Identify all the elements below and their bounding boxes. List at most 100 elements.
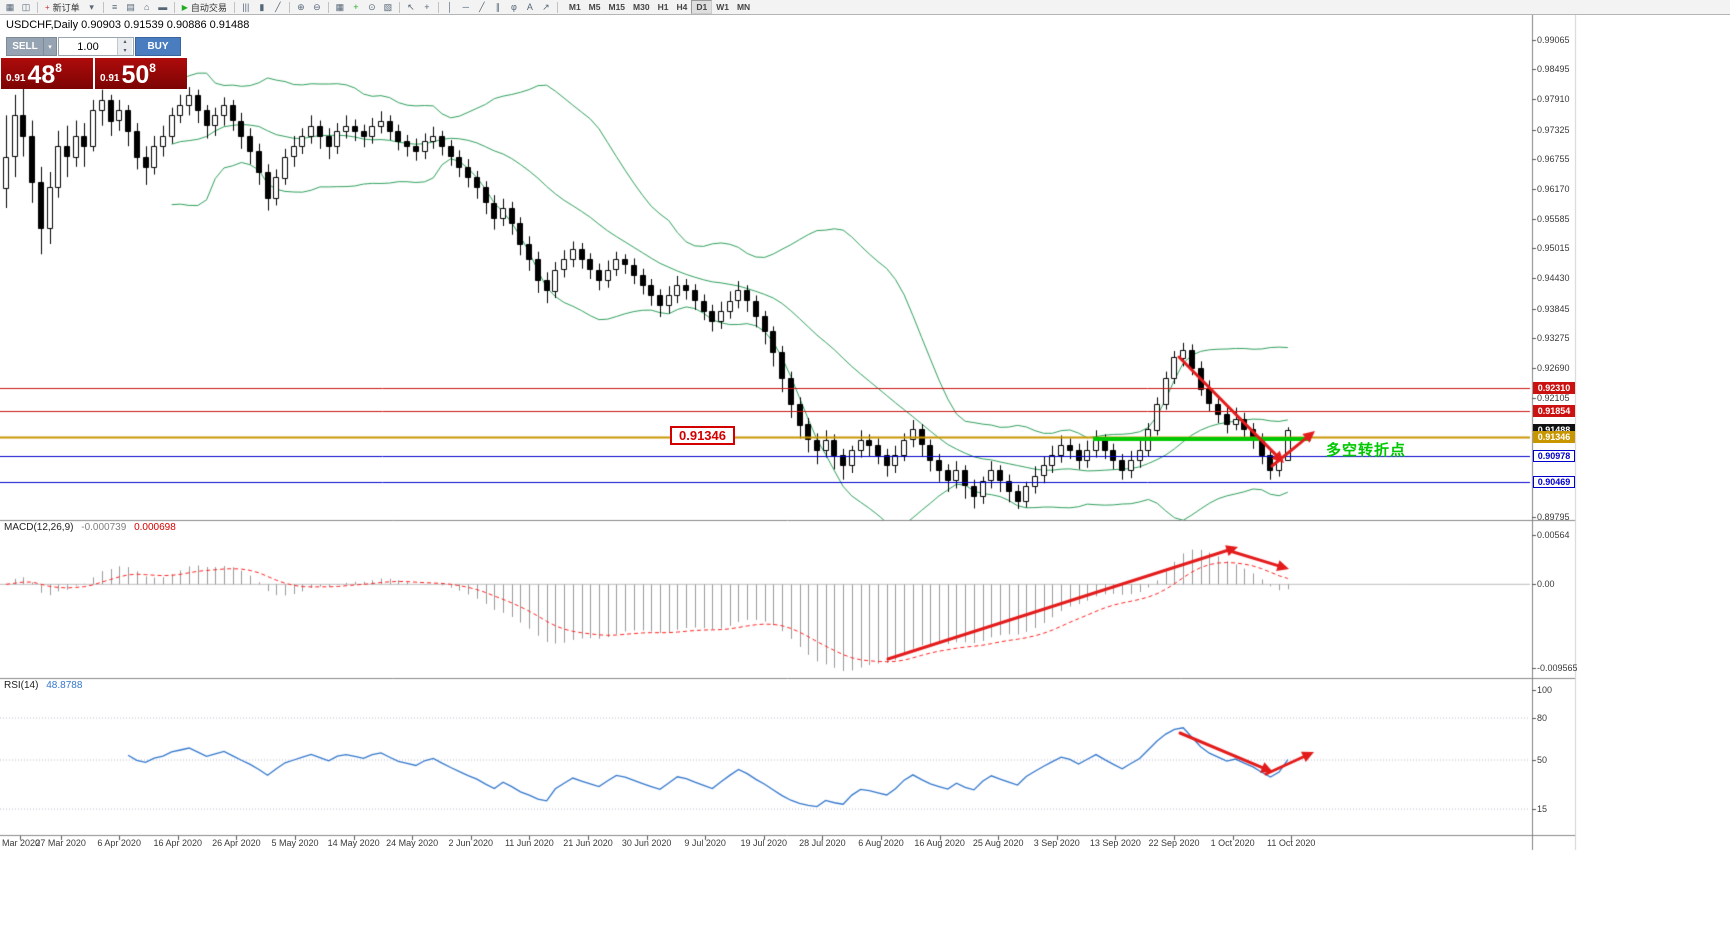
- data-window-icon[interactable]: ▤: [126, 1, 135, 12]
- horizontal-line-icon[interactable]: ─: [462, 2, 470, 12]
- new-chart-icon[interactable]: ▦: [5, 1, 15, 12]
- macd-main-value: -0.000739: [81, 522, 127, 533]
- trade-controls-row: SELL ▾ ▴ ▾ BUY: [6, 37, 189, 56]
- price-tick: 0.96755: [1537, 153, 1570, 164]
- new-order-dropdown-icon[interactable]: ▾: [89, 1, 94, 12]
- arrows-icon[interactable]: ↗: [542, 1, 550, 12]
- trendline-icon[interactable]: ╱: [479, 1, 485, 12]
- macd-scale-label: 0.00: [1537, 579, 1555, 590]
- toolbar-separator: [437, 1, 439, 13]
- toolbar-separator: [556, 1, 558, 13]
- date-label: Mar 2020: [2, 838, 41, 848]
- date-label: 2 Jun 2020: [448, 838, 494, 848]
- date-label: 11 Jun 2020: [504, 838, 554, 848]
- timeframe-h4[interactable]: H4: [676, 2, 688, 12]
- fibonacci-icon[interactable]: φ: [510, 2, 517, 12]
- toolbar-separator: [398, 1, 400, 13]
- price-marker: 0.90469: [1533, 476, 1575, 489]
- sell-button[interactable]: SELL: [6, 37, 44, 56]
- date-label: 11 Oct 2020: [1267, 838, 1316, 848]
- date-label: 6 Aug 2020: [858, 838, 904, 848]
- date-label: 13 Sep 2020: [1089, 838, 1141, 848]
- price-tick: 0.92105: [1537, 393, 1570, 404]
- sell-button-label: SELL: [12, 41, 38, 52]
- navigator-icon[interactable]: ⌂: [143, 2, 150, 12]
- price-tick: 0.98495: [1537, 64, 1570, 75]
- tile-windows-icon[interactable]: ▦: [335, 1, 345, 12]
- date-label: 6 Apr 2020: [97, 838, 141, 848]
- auto-trading-button[interactable]: ▶ 自动交易: [178, 1, 231, 14]
- toolbar-separator: [327, 1, 329, 13]
- price-tick: 0.89795: [1537, 511, 1570, 522]
- price-tick: 0.92690: [1537, 363, 1570, 374]
- bid-price-box: 0.91 48 8: [1, 58, 93, 89]
- date-label: 16 Aug 2020: [914, 838, 965, 848]
- timeframe-mn[interactable]: MN: [736, 2, 751, 12]
- price-marker: 0.90978: [1533, 450, 1575, 463]
- date-label: 14 May 2020: [327, 838, 380, 848]
- vertical-line-icon[interactable]: │: [447, 2, 453, 12]
- new-order-button-icon: +: [45, 2, 50, 12]
- price-tick: 0.99065: [1537, 35, 1570, 45]
- text-icon[interactable]: A: [526, 2, 533, 12]
- timeframe-h1[interactable]: H1: [657, 2, 669, 12]
- order-type-dropdown[interactable]: ▾: [44, 37, 57, 56]
- date-label: 26 Apr 2020: [212, 838, 261, 848]
- ask-price-box: 0.91 50 8: [95, 58, 187, 89]
- macd-scale-label: 0.00564: [1537, 530, 1570, 540]
- date-label: 5 May 2020: [271, 838, 319, 848]
- price-tick: 0.95585: [1537, 214, 1570, 225]
- zoom-out-icon[interactable]: ⊖: [313, 1, 321, 12]
- date-label: 25 Aug 2020: [972, 838, 1024, 848]
- date-label: 1 Oct 2020: [1210, 838, 1255, 848]
- timeframe-m5[interactable]: M5: [588, 2, 601, 12]
- bid-big-digits: 48: [27, 61, 56, 89]
- price-level-label: 0.91346: [670, 426, 735, 445]
- templates-icon[interactable]: ▧: [383, 1, 393, 12]
- volume-input[interactable]: [59, 38, 117, 55]
- terminal-icon[interactable]: ▬: [158, 2, 168, 12]
- volume-field: ▴ ▾: [58, 37, 134, 56]
- channel-icon[interactable]: ∥: [495, 1, 501, 12]
- new-order-button-label: 新订单: [52, 2, 80, 13]
- price-marker: 0.92310: [1533, 381, 1575, 394]
- timeframe-m15[interactable]: M15: [608, 2, 626, 12]
- periods-icon[interactable]: ⊙: [368, 1, 376, 12]
- bar-chart-icon[interactable]: |||: [242, 2, 250, 12]
- spin-up-icon[interactable]: ▴: [118, 38, 132, 47]
- zoom-in-icon[interactable]: ⊕: [297, 1, 305, 12]
- timeframe-m1[interactable]: M1: [568, 2, 581, 12]
- bid-ask-row: 0.91 48 8 0.91 50 8: [1, 58, 189, 89]
- date-label: 3 Sep 2020: [1033, 838, 1080, 848]
- timeframe-m30[interactable]: M30: [633, 2, 650, 12]
- one-click-trading-panel: SELL ▾ ▴ ▾ BUY 0.91 48 8: [1, 37, 189, 89]
- buy-button[interactable]: BUY: [135, 37, 181, 56]
- volume-stepper: ▴ ▾: [117, 38, 132, 55]
- crosshair-icon[interactable]: +: [424, 2, 430, 12]
- price-tick: 0.97910: [1537, 94, 1570, 105]
- price-tick: 0.97325: [1537, 124, 1570, 135]
- date-label: 21 Jun 2020: [563, 838, 613, 848]
- candlestick-chart-icon[interactable]: ▮: [259, 1, 265, 12]
- market-watch-icon[interactable]: ≡: [112, 2, 118, 12]
- ask-pipette: 8: [149, 61, 156, 75]
- new-order-button[interactable]: + 新订单: [41, 1, 84, 14]
- timeframe-w1[interactable]: W1: [716, 2, 729, 12]
- line-chart-icon[interactable]: ╱: [275, 1, 281, 12]
- timeframe-d1[interactable]: D1: [691, 0, 713, 14]
- profiles-icon[interactable]: ◫: [21, 1, 31, 12]
- toolbar-separator: [233, 1, 235, 13]
- indicators-icon[interactable]: +: [353, 2, 359, 12]
- spin-down-icon[interactable]: ▾: [118, 46, 132, 55]
- cursor-icon[interactable]: ↖: [407, 1, 415, 12]
- toolbar-separator: [288, 1, 290, 13]
- auto-trading-button-label: 自动交易: [190, 2, 227, 13]
- toolbar-separator: [173, 1, 175, 13]
- date-label: 19 Jul 2020: [740, 838, 788, 848]
- toolbar-separator: [37, 1, 38, 13]
- macd-name: MACD(12,26,9): [4, 522, 74, 533]
- price-marker: 0.91854: [1533, 405, 1575, 418]
- macd-scale-label: -0.009565: [1537, 662, 1578, 673]
